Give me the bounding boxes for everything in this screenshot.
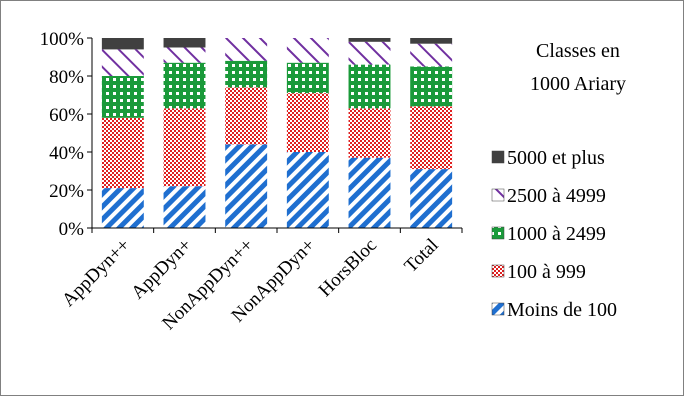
bar-segment (163, 186, 206, 228)
y-axis: 0% 20% 40% 60% 80% 100% (40, 29, 93, 240)
y-tick-label: 80% (49, 67, 84, 88)
bar-segment (348, 157, 391, 228)
bar-segment (225, 38, 268, 61)
y-tick-label: 40% (49, 143, 84, 164)
legend-swatch (491, 302, 505, 316)
bar-segment (225, 144, 268, 228)
bar-segment (163, 47, 206, 63)
legend-item-label: 100 à 999 (507, 261, 586, 283)
legend-swatch (491, 226, 505, 240)
bar-segment (101, 76, 144, 118)
y-tick-label: 0% (59, 219, 85, 240)
bar-segment (410, 38, 453, 44)
bars (101, 38, 453, 228)
bar-segment (348, 38, 391, 42)
bar-segment (348, 108, 391, 158)
bar-segment (348, 64, 391, 109)
legend-swatch (491, 150, 505, 164)
legend: Classes en 1000 Ariary 5000 et plus 2500 … (491, 40, 626, 321)
bar-segment (410, 106, 453, 170)
bar-segment (410, 169, 453, 228)
bar-segment (348, 41, 391, 65)
bar-segment (101, 49, 144, 76)
bar-segment (225, 60, 268, 88)
bar-segment (225, 87, 268, 145)
bar-segment (410, 66, 453, 107)
bar-segment (101, 188, 144, 228)
bar-segment (163, 108, 206, 187)
legend-item-label: Moins de 100 (507, 299, 617, 321)
bar-segment (163, 38, 206, 48)
bar-segment (101, 38, 144, 50)
legend-swatch (491, 188, 505, 202)
bar-segment (286, 38, 329, 63)
legend-item-label: 1000 à 2499 (507, 223, 606, 245)
bar-segment (286, 93, 329, 152)
bar-segment (286, 152, 329, 228)
bar-segment (163, 62, 206, 109)
legend-item-label: 5000 et plus (507, 147, 605, 169)
bar-segment (410, 43, 453, 67)
y-tick-label: 100% (40, 29, 85, 50)
bar-segment (286, 62, 329, 94)
legend-swatch (491, 264, 505, 278)
bar-segment (101, 117, 144, 189)
y-tick-label: 20% (49, 181, 84, 202)
legend-title-line-2: 1000 Ariary (530, 73, 626, 95)
legend-item-label: 2500 à 4999 (507, 185, 606, 207)
legend-title-line-1: Classes en (536, 40, 620, 62)
y-tick-label: 60% (49, 105, 84, 126)
